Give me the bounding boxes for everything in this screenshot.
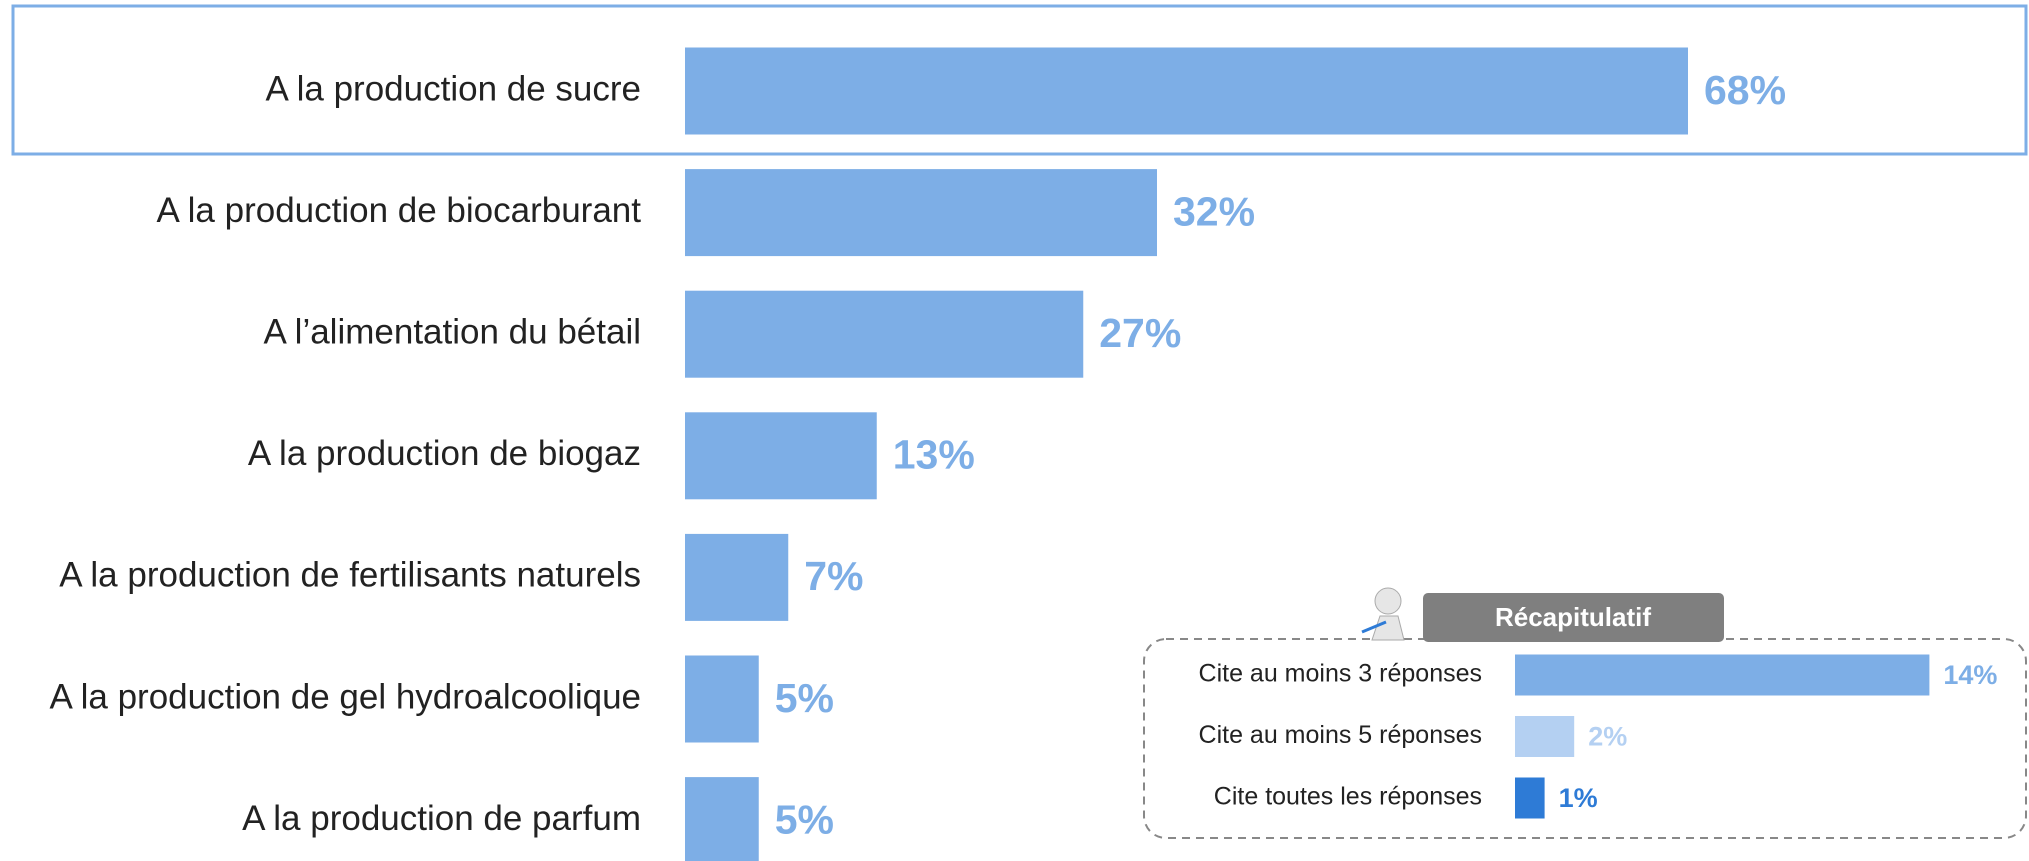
category-label: Cite toutes les réponses bbox=[1214, 783, 1482, 811]
category-label: A l’alimentation du bétail bbox=[264, 312, 641, 351]
bar bbox=[685, 655, 759, 743]
summary-icon bbox=[1361, 587, 1405, 641]
value-label: 5% bbox=[775, 796, 834, 842]
summary-title-box bbox=[1423, 593, 1724, 642]
value-label: 5% bbox=[775, 675, 834, 721]
category-label: A la production de biocarburant bbox=[157, 191, 642, 230]
bar bbox=[685, 47, 1688, 135]
value-label: 7% bbox=[804, 553, 863, 599]
bar bbox=[685, 169, 1157, 257]
value-label: 1% bbox=[1559, 783, 1598, 813]
category-label: A la production de fertilisants naturels bbox=[59, 556, 641, 595]
value-label: 2% bbox=[1588, 722, 1627, 752]
bar bbox=[1515, 716, 1575, 757]
bar bbox=[685, 533, 789, 621]
category-label: A la production de sucre bbox=[265, 69, 641, 108]
value-label: 27% bbox=[1099, 310, 1181, 356]
bar bbox=[685, 412, 877, 500]
bar bbox=[1515, 654, 1930, 696]
category-label: Cite au moins 5 réponses bbox=[1199, 721, 1482, 749]
bar bbox=[685, 290, 1084, 378]
summary-title: Récapitulatif bbox=[1495, 602, 1651, 632]
value-label: 13% bbox=[893, 432, 975, 478]
category-label: A la production de gel hydroalcoolique bbox=[49, 677, 641, 716]
bar bbox=[1515, 777, 1545, 819]
highlight-box bbox=[11, 4, 2028, 156]
category-label: A la production de biogaz bbox=[248, 434, 641, 473]
category-label: A la production de parfum bbox=[242, 799, 641, 838]
category-label: Cite au moins 3 réponses bbox=[1199, 660, 1482, 688]
value-label: 32% bbox=[1173, 188, 1255, 234]
value-label: 68% bbox=[1704, 67, 1786, 113]
bar bbox=[685, 777, 759, 861]
value-label: 14% bbox=[1943, 660, 1997, 690]
